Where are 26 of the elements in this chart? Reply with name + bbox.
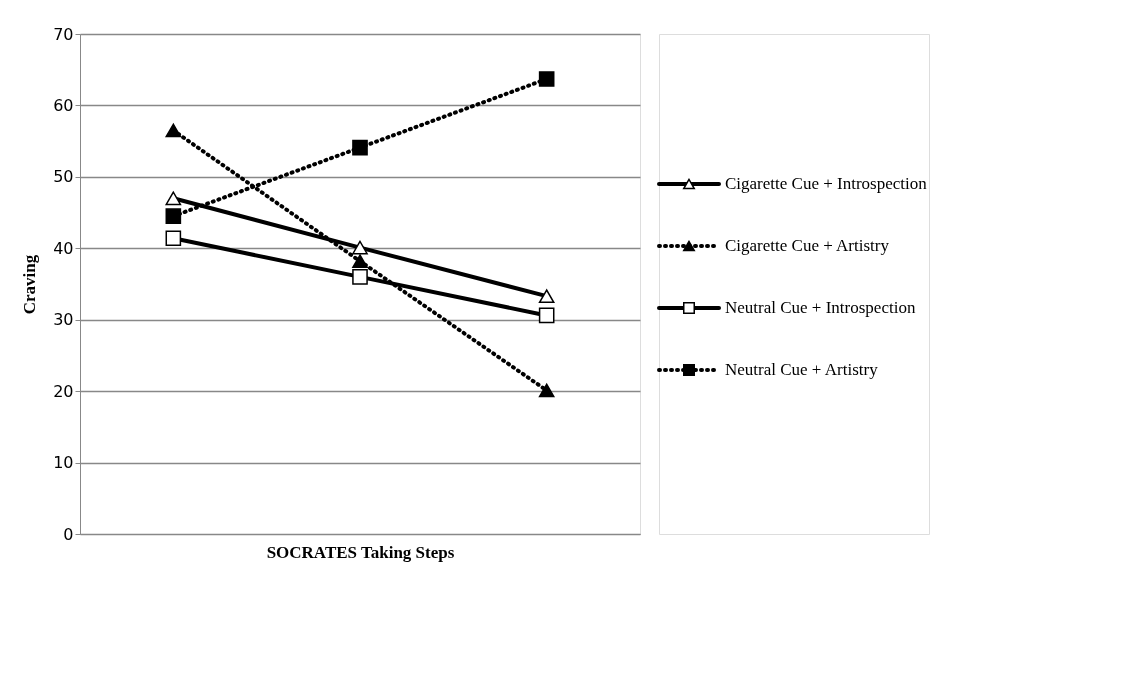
legend-label: Cigarette Cue + Introspection (725, 174, 928, 193)
point (165, 191, 182, 206)
x-axis-title: SOCRATES Taking Steps (266, 542, 455, 562)
y-tick-label: 60 (53, 95, 74, 115)
point (352, 139, 368, 156)
y-tick-label: 30 (53, 310, 74, 330)
y-tick-label: 40 (53, 238, 74, 258)
point (352, 240, 368, 255)
point (538, 307, 555, 324)
y-tick-label: 10 (53, 453, 74, 473)
y-tick-label: 20 (53, 381, 74, 401)
legend-label: Neutral Cue + Artistry (725, 360, 879, 379)
point (352, 269, 368, 285)
y-axis-title: Craving (20, 254, 40, 315)
point (538, 71, 555, 87)
y-tick-label: 0 (63, 524, 74, 544)
point (352, 254, 368, 269)
point (538, 289, 555, 304)
y-tick-label: 50 (53, 167, 74, 187)
y-tick-label: 70 (53, 24, 74, 44)
legend-label: Cigarette Cue + Artistry (725, 236, 890, 255)
point (165, 230, 182, 247)
legend-label: Neutral Cue + Introspection (725, 298, 916, 317)
point (165, 208, 182, 224)
point (538, 383, 555, 398)
point (165, 123, 182, 138)
